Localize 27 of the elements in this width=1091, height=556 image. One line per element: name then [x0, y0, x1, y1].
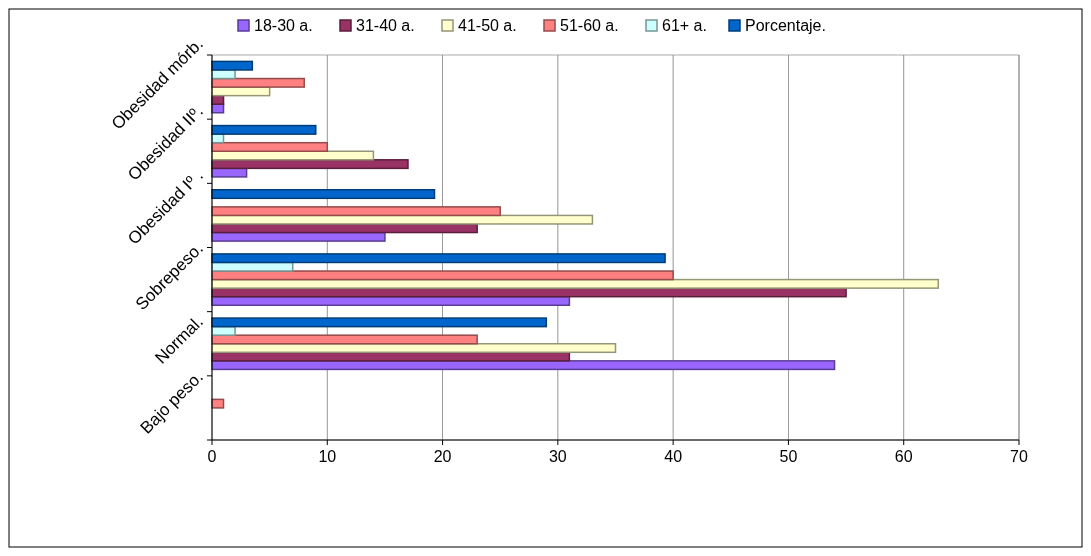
bar	[211, 141, 329, 152]
x-tick-label: 70	[1010, 448, 1028, 465]
x-tick-label: 10	[318, 448, 337, 465]
x-tick-label: 50	[779, 448, 798, 465]
x-tick-label: 40	[664, 448, 683, 465]
bar	[211, 278, 940, 289]
bar	[211, 214, 594, 225]
legend-label: 31-40 a.	[356, 17, 415, 34]
bar	[211, 334, 478, 345]
bar	[211, 150, 375, 161]
bar	[211, 77, 305, 88]
bar	[211, 60, 254, 71]
bar	[211, 206, 501, 217]
x-tick-label: 0	[207, 448, 217, 465]
bar	[211, 124, 317, 135]
legend-label: 41-50 a.	[458, 17, 517, 34]
legend-label: Porcentaje.	[745, 17, 826, 34]
bar	[211, 270, 674, 281]
bar	[211, 253, 666, 264]
x-tick-label: 20	[433, 448, 452, 465]
legend-label: 18-30 a.	[254, 17, 313, 34]
legend-label: 51-60 a.	[560, 17, 619, 34]
x-tick-label: 30	[548, 448, 567, 465]
legend-label: 61+ a.	[662, 17, 707, 34]
bar	[211, 317, 548, 328]
bar	[211, 189, 436, 200]
x-tick-label: 60	[894, 448, 913, 465]
